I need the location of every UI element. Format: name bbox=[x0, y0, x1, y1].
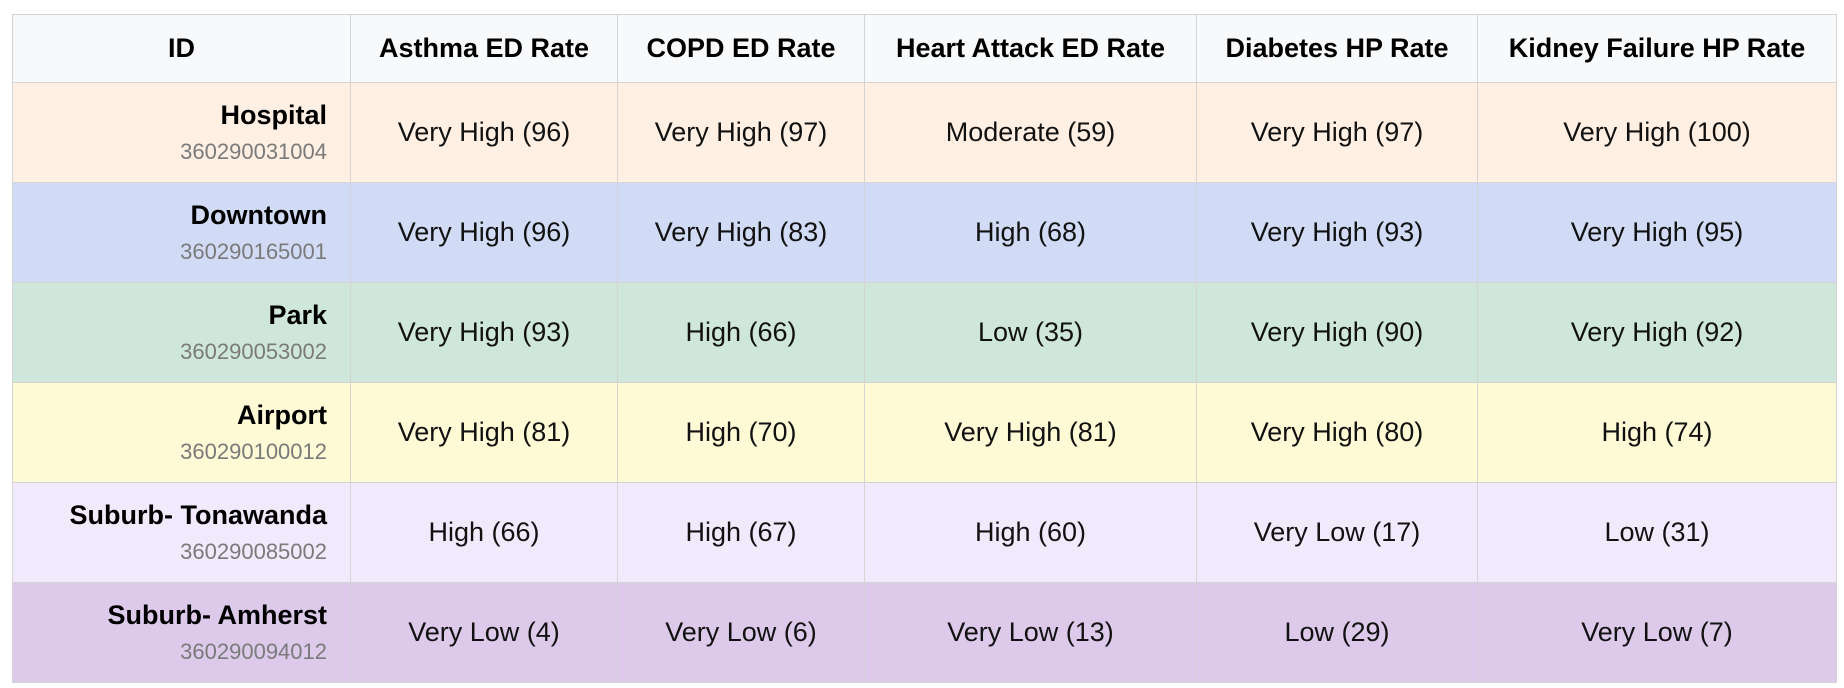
tract-code: 360290165001 bbox=[180, 238, 327, 264]
row-id-cell: Park 360290053002 bbox=[12, 282, 351, 383]
copd-cell: High (70) bbox=[617, 382, 865, 483]
copd-cell: Very High (97) bbox=[617, 82, 865, 183]
asthma-cell: Very High (93) bbox=[350, 282, 618, 383]
header-copd-ed-rate: COPD ED Rate bbox=[617, 14, 865, 83]
heart-attack-cell: Moderate (59) bbox=[864, 82, 1197, 183]
header-id: ID bbox=[12, 14, 351, 83]
tract-code: 360290100012 bbox=[180, 438, 327, 464]
location-name: Park bbox=[268, 299, 327, 330]
table-row: Downtown 360290165001 Very High (96) Ver… bbox=[12, 182, 1837, 283]
location-name: Suburb- Tonawanda bbox=[69, 499, 328, 530]
kidney-failure-cell: High (74) bbox=[1477, 382, 1837, 483]
kidney-failure-cell: Very High (95) bbox=[1477, 182, 1837, 283]
asthma-cell: Very High (81) bbox=[350, 382, 618, 483]
heart-attack-cell: Very High (81) bbox=[864, 382, 1197, 483]
row-id-cell: Suburb- Tonawanda 360290085002 bbox=[12, 482, 351, 583]
header-heart-attack-ed-rate: Heart Attack ED Rate bbox=[864, 14, 1197, 83]
location-name: Downtown bbox=[190, 199, 327, 230]
tract-code: 360290085002 bbox=[180, 538, 327, 564]
kidney-failure-cell: Very Low (7) bbox=[1477, 582, 1837, 683]
row-id-cell: Downtown 360290165001 bbox=[12, 182, 351, 283]
diabetes-cell: Low (29) bbox=[1196, 582, 1478, 683]
header-diabetes-hp-rate: Diabetes HP Rate bbox=[1196, 14, 1478, 83]
diabetes-cell: Very High (80) bbox=[1196, 382, 1478, 483]
copd-cell: Very Low (6) bbox=[617, 582, 865, 683]
kidney-failure-cell: Very High (92) bbox=[1477, 282, 1837, 383]
location-name: Suburb- Amherst bbox=[107, 599, 327, 630]
copd-cell: High (67) bbox=[617, 482, 865, 583]
copd-cell: Very High (83) bbox=[617, 182, 865, 283]
header-kidney-failure-hp-rate: Kidney Failure HP Rate bbox=[1477, 14, 1837, 83]
data-table-container: ID Asthma ED Rate COPD ED Rate Heart Att… bbox=[12, 14, 1837, 683]
asthma-cell: Very Low (4) bbox=[350, 582, 618, 683]
diabetes-cell: Very High (90) bbox=[1196, 282, 1478, 383]
asthma-cell: Very High (96) bbox=[350, 182, 618, 283]
row-id-cell: Suburb- Amherst 360290094012 bbox=[12, 582, 351, 683]
kidney-failure-cell: Very High (100) bbox=[1477, 82, 1837, 183]
heart-attack-cell: High (60) bbox=[864, 482, 1197, 583]
health-rates-table: ID Asthma ED Rate COPD ED Rate Heart Att… bbox=[12, 14, 1837, 683]
table-row: Airport 360290100012 Very High (81) High… bbox=[12, 382, 1837, 483]
heart-attack-cell: High (68) bbox=[864, 182, 1197, 283]
asthma-cell: High (66) bbox=[350, 482, 618, 583]
tract-code: 360290031004 bbox=[180, 138, 327, 164]
table-row: Suburb- Tonawanda 360290085002 High (66)… bbox=[12, 482, 1837, 583]
kidney-failure-cell: Low (31) bbox=[1477, 482, 1837, 583]
header-asthma-ed-rate: Asthma ED Rate bbox=[350, 14, 618, 83]
copd-cell: High (66) bbox=[617, 282, 865, 383]
row-id-cell: Hospital 360290031004 bbox=[12, 82, 351, 183]
table-row: Hospital 360290031004 Very High (96) Ver… bbox=[12, 82, 1837, 183]
header-row: ID Asthma ED Rate COPD ED Rate Heart Att… bbox=[12, 14, 1837, 83]
table-row: Park 360290053002 Very High (93) High (6… bbox=[12, 282, 1837, 383]
heart-attack-cell: Low (35) bbox=[864, 282, 1197, 383]
location-name: Airport bbox=[237, 399, 327, 430]
diabetes-cell: Very Low (17) bbox=[1196, 482, 1478, 583]
table-row: Suburb- Amherst 360290094012 Very Low (4… bbox=[12, 582, 1837, 683]
tract-code: 360290094012 bbox=[180, 638, 327, 664]
tract-code: 360290053002 bbox=[180, 338, 327, 364]
diabetes-cell: Very High (97) bbox=[1196, 82, 1478, 183]
diabetes-cell: Very High (93) bbox=[1196, 182, 1478, 283]
heart-attack-cell: Very Low (13) bbox=[864, 582, 1197, 683]
location-name: Hospital bbox=[220, 99, 327, 130]
asthma-cell: Very High (96) bbox=[350, 82, 618, 183]
table-body: Hospital 360290031004 Very High (96) Ver… bbox=[12, 82, 1837, 683]
row-id-cell: Airport 360290100012 bbox=[12, 382, 351, 483]
